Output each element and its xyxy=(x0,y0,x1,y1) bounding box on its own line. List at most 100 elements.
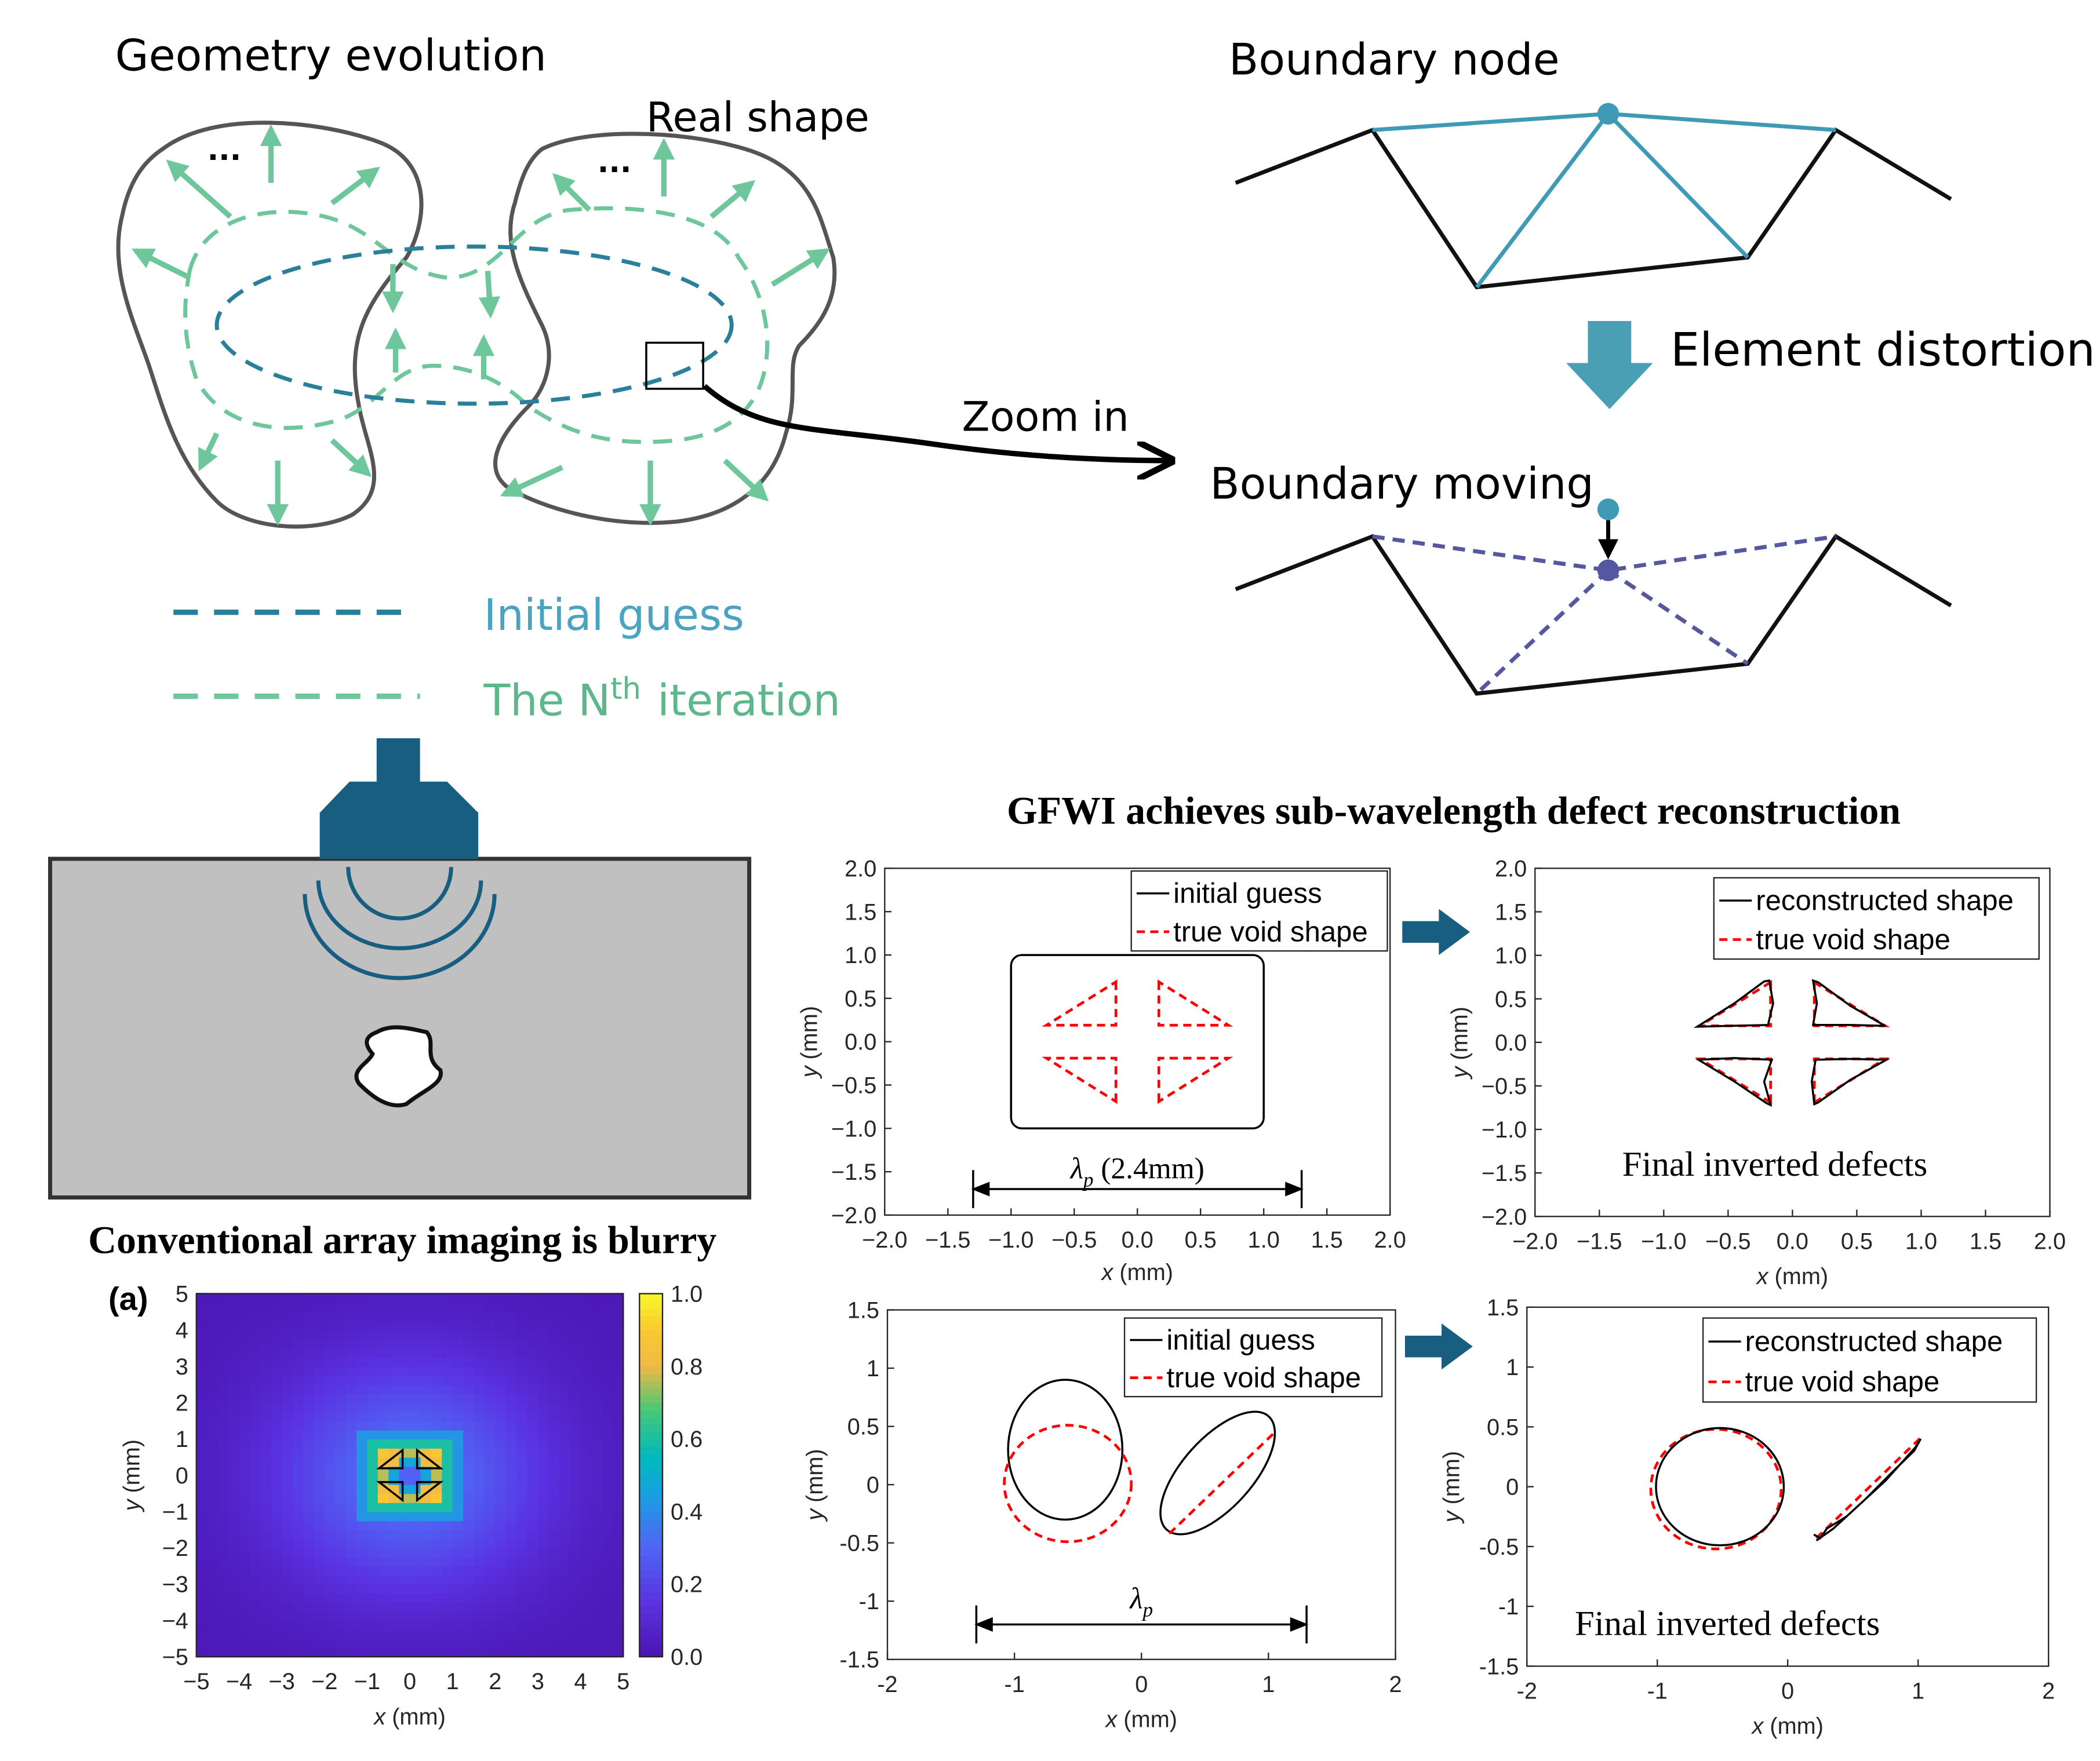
left-title: Conventional array imaging is blurry xyxy=(88,1218,716,1261)
heatmap-cell xyxy=(484,1366,496,1376)
heatmap-cell xyxy=(505,1293,518,1304)
heatmap-cell xyxy=(537,1402,549,1413)
heatmap-cell xyxy=(239,1548,251,1558)
heatmap-cell xyxy=(207,1493,219,1503)
heatmap-cell xyxy=(516,1620,528,1631)
x-tick-label: −3 xyxy=(269,1669,295,1694)
heatmap-cell xyxy=(559,1575,571,1585)
heatmap-cell xyxy=(292,1375,304,1386)
heatmap-cell xyxy=(527,1538,539,1549)
heatmap-cell xyxy=(207,1548,219,1558)
heatmap-cell xyxy=(463,1556,475,1567)
heatmap-cell xyxy=(570,1638,581,1649)
heatmap-cell xyxy=(324,1521,336,1530)
heatmap-cell xyxy=(484,1311,496,1322)
heatmap-cell xyxy=(410,1393,421,1403)
heatmap-cell xyxy=(260,1339,272,1349)
heatmap-cell xyxy=(570,1357,581,1367)
heatmap-cell xyxy=(345,1593,358,1603)
evolution-arrow xyxy=(478,271,500,319)
heatmap-cell xyxy=(452,1430,464,1440)
heatmap-cell xyxy=(207,1357,219,1367)
heatmap-cell xyxy=(314,1293,325,1304)
heatmap-cell xyxy=(356,1556,368,1567)
heatmap-cell xyxy=(602,1375,613,1386)
heatmap-cell xyxy=(452,1475,464,1485)
heatmap-cell xyxy=(420,1629,432,1639)
heatmap-cell xyxy=(207,1611,219,1621)
heatmap-cell xyxy=(367,1311,379,1322)
heatmap-cell xyxy=(559,1430,571,1440)
heatmap-cell xyxy=(377,1593,390,1603)
heatmap-cell xyxy=(505,1484,518,1494)
heatmap-cell xyxy=(474,1629,486,1639)
heatmap-cell xyxy=(356,1457,368,1467)
heatmap-cell xyxy=(463,1502,475,1512)
heatmap-cell xyxy=(548,1484,560,1494)
heatmap-cell xyxy=(282,1330,293,1340)
x-axis-unit: (mm) xyxy=(385,1704,446,1730)
heatmap-cell xyxy=(345,1548,358,1558)
heatmap-cell xyxy=(196,1566,208,1576)
heatmap-cell xyxy=(570,1439,581,1449)
heatmap-cell xyxy=(239,1511,251,1522)
heatmap-cell xyxy=(410,1529,421,1540)
heatmap-cell xyxy=(495,1466,507,1476)
true-void-shape xyxy=(1695,1058,1772,1105)
heatmap-cell xyxy=(591,1321,603,1331)
heatmap-cell xyxy=(356,1584,368,1594)
heatmap-cell xyxy=(431,1548,443,1558)
heatmap-cell xyxy=(420,1548,432,1558)
heatmap-cell xyxy=(324,1303,336,1312)
heatmap-cell xyxy=(239,1339,251,1349)
heatmap-cell xyxy=(196,1611,208,1621)
heatmap-cell xyxy=(570,1529,581,1540)
heatmap-cell xyxy=(228,1638,240,1649)
heatmap-cell xyxy=(345,1493,358,1503)
heatmap-cell xyxy=(260,1303,272,1312)
heatmap-cell xyxy=(196,1293,208,1304)
y-axis-label: y (mm) xyxy=(796,1006,822,1080)
heatmap-cell xyxy=(484,1484,496,1494)
heatmap-cell xyxy=(249,1412,261,1421)
x-axis-var: x xyxy=(373,1704,387,1730)
y-tick-label: −4 xyxy=(162,1608,188,1634)
heatmap-cell xyxy=(463,1303,475,1312)
panel-label: (a) xyxy=(108,1281,148,1317)
heatmap-cell xyxy=(452,1457,464,1467)
heatmap-cell xyxy=(356,1402,368,1413)
heatmap-cell xyxy=(260,1402,272,1413)
heatmap-cell xyxy=(260,1466,272,1476)
heatmap-cell xyxy=(516,1412,528,1421)
y-tick-label: −1.5 xyxy=(831,1160,876,1185)
heatmap-cell xyxy=(377,1311,390,1322)
heatmap-cell xyxy=(399,1593,411,1603)
evolution-arrow xyxy=(770,248,831,287)
heatmap-cell xyxy=(570,1448,581,1458)
heatmap-cell xyxy=(335,1611,347,1621)
x-tick-label: −2.0 xyxy=(1512,1228,1557,1254)
heatmap-cell xyxy=(271,1484,283,1494)
heatmap-cell xyxy=(559,1521,571,1530)
heatmap-cell xyxy=(591,1511,603,1522)
legend-entry: true void shape xyxy=(1745,1366,1940,1398)
heatmap-cell xyxy=(527,1521,539,1530)
heatmap-cell xyxy=(217,1448,230,1458)
heatmap-cell xyxy=(484,1303,496,1312)
heatmap-cell xyxy=(442,1602,453,1612)
heatmap-cell xyxy=(527,1375,539,1386)
heatmap-cell xyxy=(207,1566,219,1576)
heatmap-cell xyxy=(452,1529,464,1540)
heatmap-cell xyxy=(388,1556,400,1567)
heatmap-cell xyxy=(420,1620,432,1631)
heatmap-cell xyxy=(410,1566,421,1576)
y-tick-label: 0.0 xyxy=(845,1030,876,1055)
heatmap-cell xyxy=(196,1448,208,1458)
heatmap-cell xyxy=(463,1448,475,1458)
heatmap-cell xyxy=(249,1566,261,1576)
heatmap-cell xyxy=(399,1375,411,1386)
heatmap-cell xyxy=(452,1366,464,1376)
heatmap-cell xyxy=(548,1311,560,1322)
heatmap-cell xyxy=(196,1466,208,1476)
